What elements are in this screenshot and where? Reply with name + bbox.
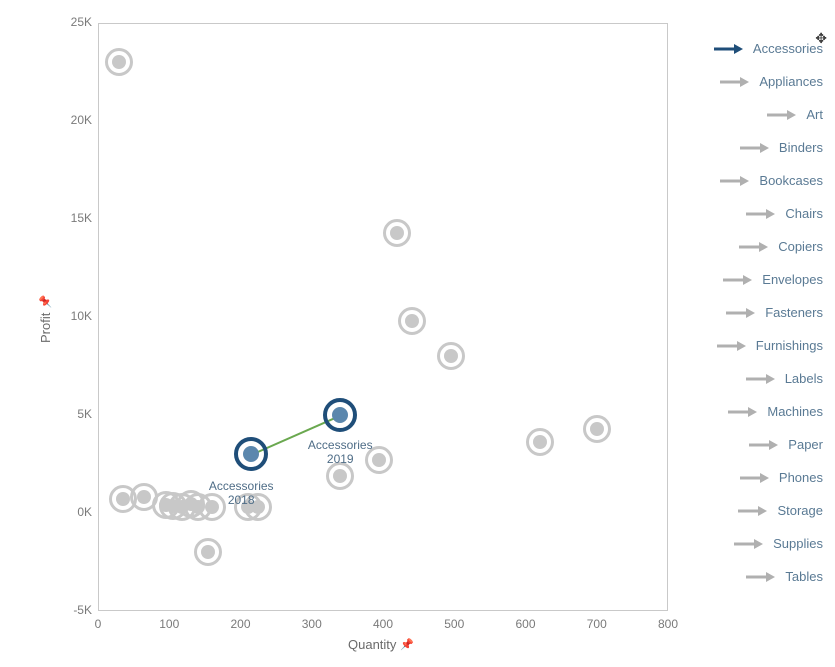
arrow-right-icon [719, 175, 749, 187]
arrow-right-icon [727, 406, 757, 418]
arrow-right-icon [719, 76, 749, 88]
legend-label: Furnishings [756, 338, 823, 353]
x-axis-title-text: Quantity [348, 637, 396, 652]
arrow-right-icon [737, 505, 767, 517]
legend-label: Fasteners [765, 305, 823, 320]
legend-label: Art [806, 107, 823, 122]
x-tick-label: 300 [302, 617, 322, 631]
legend-item[interactable]: Storage [683, 494, 823, 527]
plot-area[interactable] [98, 23, 668, 611]
legend-item[interactable]: Fasteners [683, 296, 823, 329]
legend-label: Envelopes [762, 272, 823, 287]
arrow-right-icon [766, 109, 796, 121]
data-point-fill [372, 453, 386, 467]
legend-item[interactable]: Tables [683, 560, 823, 593]
y-tick-label: 5K [77, 407, 92, 421]
legend-label: Phones [779, 470, 823, 485]
y-tick-label: 25K [71, 15, 92, 29]
legend-label: Tables [785, 569, 823, 584]
data-point-fill [533, 435, 547, 449]
legend-item[interactable]: Copiers [683, 230, 823, 263]
legend-item[interactable]: Accessories [683, 32, 823, 65]
arrow-right-icon [733, 538, 763, 550]
legend-label: Bookcases [759, 173, 823, 188]
legend-item[interactable]: Appliances [683, 65, 823, 98]
y-tick-label: 15K [71, 211, 92, 225]
pin-icon: 📌 [400, 638, 414, 651]
arrow-right-icon [722, 274, 752, 286]
legend-label: Paper [788, 437, 823, 452]
legend-label: Chairs [785, 206, 823, 221]
x-tick-label: 100 [159, 617, 179, 631]
data-point-fill [112, 55, 126, 69]
legend-label: Accessories [753, 41, 823, 56]
arrow-right-icon [716, 340, 746, 352]
chart-root: Profit 📌 Quantity 📌 Accessories Appliance… [0, 0, 835, 667]
legend-item[interactable]: Labels [683, 362, 823, 395]
highlighted-point-fill [332, 407, 348, 423]
x-tick-label: 0 [95, 617, 102, 631]
legend-label: Appliances [759, 74, 823, 89]
y-tick-label: 0K [77, 505, 92, 519]
arrow-right-icon [739, 472, 769, 484]
data-point-fill [137, 490, 151, 504]
x-tick-label: 200 [230, 617, 250, 631]
pin-icon: 📌 [39, 295, 52, 309]
arrow-right-icon [748, 439, 778, 451]
data-point-fill [405, 314, 419, 328]
legend-label: Labels [785, 371, 823, 386]
point-label: Accessories2018 [209, 480, 274, 508]
y-tick-label: 10K [71, 309, 92, 323]
legend-label: Supplies [773, 536, 823, 551]
x-tick-label: 400 [373, 617, 393, 631]
data-point-fill [116, 492, 130, 506]
legend-item[interactable]: Furnishings [683, 329, 823, 362]
arrow-right-icon [745, 373, 775, 385]
legend: Accessories Appliances Art Binders Bookcases… [683, 32, 823, 593]
x-axis-title: Quantity 📌 [348, 637, 414, 652]
legend-label: Copiers [778, 239, 823, 254]
y-tick-label: 20K [71, 113, 92, 127]
legend-item[interactable]: Machines [683, 395, 823, 428]
arrow-right-icon [725, 307, 755, 319]
arrow-right-icon [745, 208, 775, 220]
legend-label: Binders [779, 140, 823, 155]
y-axis-title: Profit 📌 [38, 295, 53, 343]
data-point-fill [333, 469, 347, 483]
data-point-fill [444, 349, 458, 363]
arrow-right-icon [739, 142, 769, 154]
arrow-right-icon [738, 241, 768, 253]
legend-label: Storage [777, 503, 823, 518]
highlighted-point-fill [243, 446, 259, 462]
x-tick-label: 500 [444, 617, 464, 631]
legend-item[interactable]: Chairs [683, 197, 823, 230]
legend-item[interactable]: Phones [683, 461, 823, 494]
y-tick-label: -5K [73, 603, 92, 617]
legend-item[interactable]: Supplies [683, 527, 823, 560]
legend-label: Machines [767, 404, 823, 419]
legend-item[interactable]: Art [683, 98, 823, 131]
legend-item[interactable]: Paper [683, 428, 823, 461]
legend-item[interactable]: Envelopes [683, 263, 823, 296]
x-tick-label: 700 [587, 617, 607, 631]
y-axis-title-text: Profit [38, 313, 53, 343]
legend-item[interactable]: Binders [683, 131, 823, 164]
arrow-right-icon [713, 43, 743, 55]
data-point-fill [590, 422, 604, 436]
x-tick-label: 800 [658, 617, 678, 631]
point-label: Accessories2019 [308, 439, 373, 467]
x-tick-label: 600 [515, 617, 535, 631]
legend-item[interactable]: Bookcases [683, 164, 823, 197]
data-point-fill [390, 226, 404, 240]
data-point-fill [201, 545, 215, 559]
arrow-right-icon [745, 571, 775, 583]
